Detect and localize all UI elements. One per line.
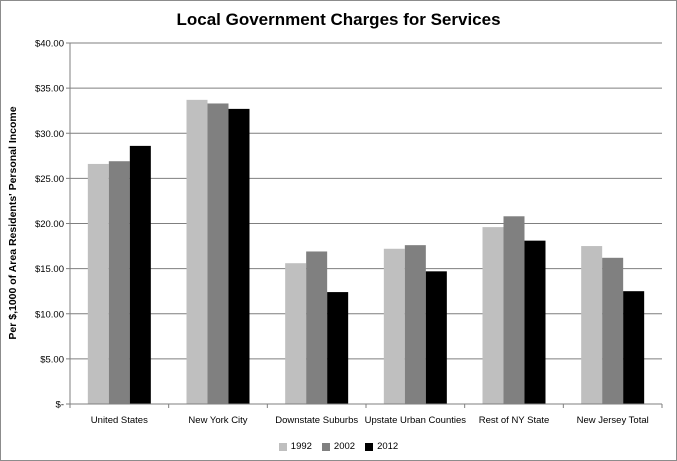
bar-2002	[306, 251, 328, 404]
x-tick-label: United States	[91, 415, 148, 426]
y-tick-label: $15.00	[35, 264, 64, 275]
bar-1992	[186, 99, 208, 405]
bar-2002	[602, 257, 624, 404]
legend-swatch	[365, 442, 374, 451]
bar-1992	[87, 163, 109, 404]
legend-swatch	[321, 442, 330, 451]
y-tick-label: $10.00	[35, 309, 64, 320]
legend-item: 1992	[278, 441, 312, 452]
x-tick-label: Upstate Urban Counties	[365, 415, 467, 426]
y-tick-label: $25.00	[35, 174, 64, 185]
bar-2012	[327, 292, 349, 404]
legend-swatch	[278, 442, 287, 451]
bar-1992	[581, 246, 603, 404]
bar-2012	[425, 271, 447, 404]
bar-2002	[503, 216, 525, 404]
bar-2002	[108, 161, 130, 404]
x-tick-label: Downstate Suburbs	[275, 415, 358, 426]
legend-item: 2002	[321, 441, 356, 452]
x-tick-label: New Jersey Total	[577, 415, 649, 426]
legend-label: 2002	[333, 441, 356, 452]
y-tick-label: $30.00	[35, 129, 64, 140]
bar-1992	[285, 263, 307, 404]
bar-1992	[383, 248, 405, 404]
x-tick-labels: United States New York City Downstate Subu…	[91, 415, 649, 426]
y-tick-label: $40.00	[35, 39, 64, 50]
y-tick-label: $-	[56, 400, 64, 411]
x-tick-label: New York City	[188, 415, 247, 426]
legend: 1992 2002 2012	[0, 441, 677, 452]
chart-title: Local Government Charges for Services	[176, 10, 501, 29]
bar-2012	[228, 108, 250, 404]
y-tick-labels: $- $5.00 $10.00 $15.00 $20.00 $25.00 $30.00 $35…	[35, 39, 64, 411]
legend-label: 1992	[290, 441, 312, 452]
bar-2012	[623, 291, 645, 404]
legend-item: 2012	[365, 441, 398, 452]
bar-2012	[129, 145, 151, 404]
y-tick-label: $20.00	[35, 219, 64, 230]
legend-label: 2012	[377, 441, 399, 452]
bar-1992	[482, 227, 504, 404]
y-tick-label: $35.00	[35, 84, 64, 95]
bars	[87, 99, 645, 405]
y-tick-label: $5.00	[40, 354, 64, 365]
gridlines	[66, 42, 662, 405]
bar-2002	[404, 245, 426, 404]
x-tick-label: Rest of NY State	[479, 415, 550, 426]
bar-2002	[207, 103, 229, 404]
bar-2012	[524, 240, 546, 404]
axes	[69, 43, 663, 408]
